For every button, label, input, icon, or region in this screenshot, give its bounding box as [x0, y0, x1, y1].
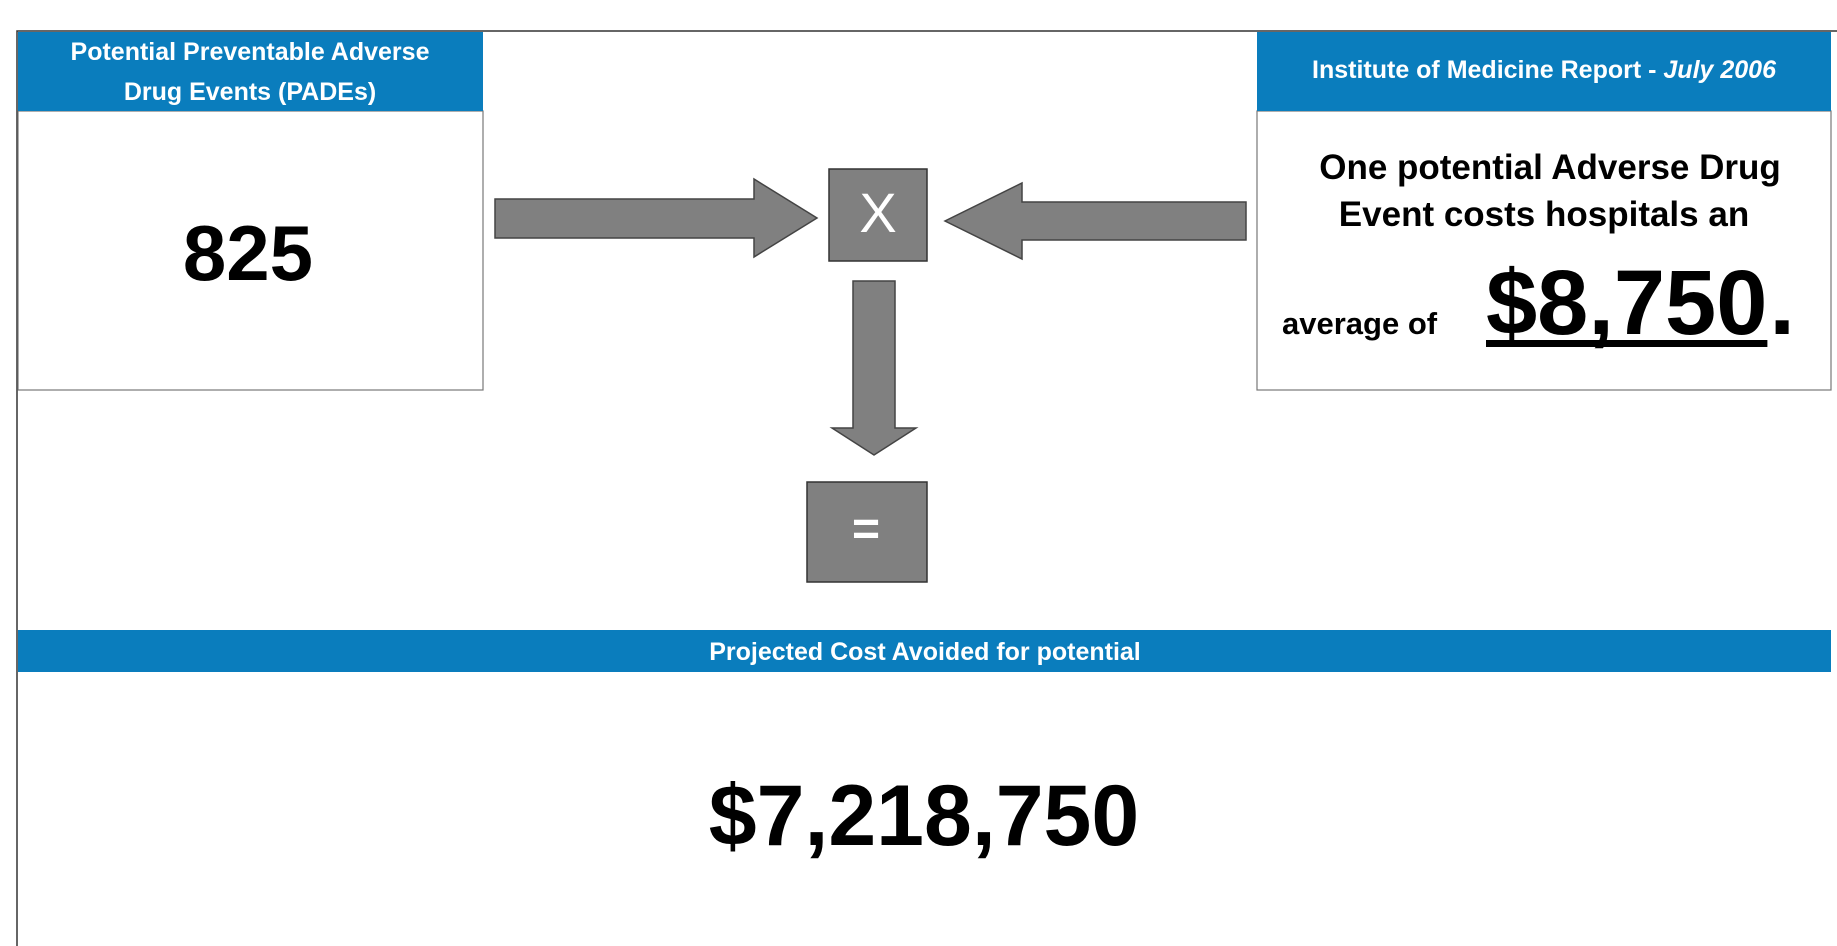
right-punctuation: . [1769, 252, 1795, 354]
equals-box [806, 481, 928, 583]
left-header [18, 32, 483, 111]
left-header-line: Potential Preventable Adverse [71, 38, 430, 66]
multiply-box [828, 168, 928, 262]
arrow-down [829, 280, 919, 456]
right-header-date: July 2006 [1663, 56, 1777, 84]
result-header [18, 630, 1831, 672]
left-header-line: Drug Events (PADEs) [124, 78, 376, 106]
result-value: $7,218,750 [709, 768, 1139, 864]
right-header-title: Institute of Medicine Report - [1312, 56, 1663, 84]
multiply-sign: X [859, 181, 896, 244]
result-header-text: Projected Cost Avoided for potential [709, 638, 1141, 666]
left-value: 825 [183, 209, 313, 297]
right-prefix: average of [1282, 306, 1438, 341]
amount-underline [1486, 340, 1768, 347]
right-header-text: Institute of Medicine Report - July 2006 [1312, 56, 1777, 84]
right-header [1257, 32, 1831, 111]
right-text-line: Event costs hospitals an [1339, 195, 1749, 234]
right-text-line: One potential Adverse Drug [1319, 148, 1781, 187]
equals-sign: = [852, 503, 880, 556]
right-amount: $8,750 [1486, 252, 1767, 354]
arrow-left [943, 181, 1247, 261]
arrow-right [494, 177, 819, 259]
left-box [17, 110, 484, 391]
outer-frame [16, 30, 1837, 946]
